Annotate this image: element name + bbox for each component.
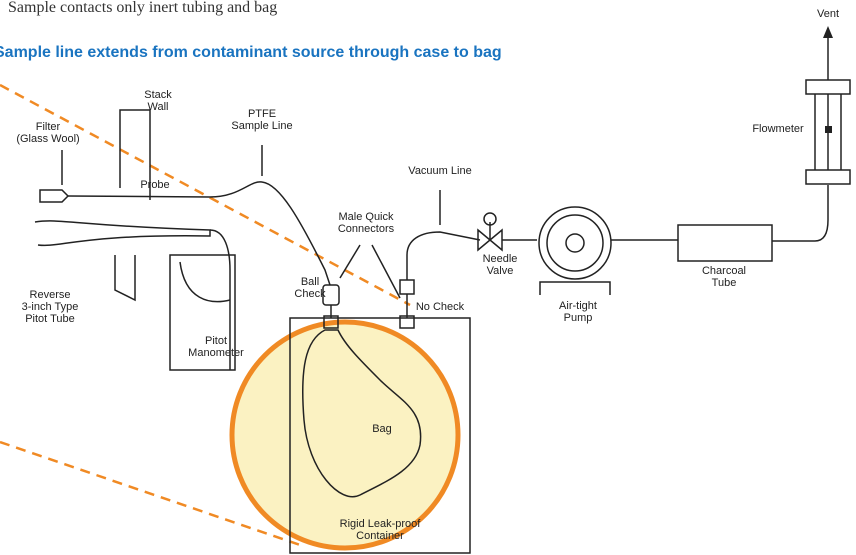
label: Charcoal — [702, 265, 746, 277]
note: Sample contacts only inert tubing and ba… — [8, 0, 277, 16]
label: Probe — [140, 179, 169, 191]
label: Needle — [483, 253, 518, 265]
label: Vacuum Line — [408, 165, 471, 177]
label: PTFE — [248, 108, 276, 120]
label: Vent — [817, 8, 839, 20]
label: Pump — [564, 312, 593, 324]
label: Air-tight — [559, 300, 597, 312]
label: Pitot Tube — [25, 313, 75, 325]
pointer-line — [0, 85, 410, 305]
label: Ball — [301, 276, 319, 288]
label: 3-inch Type — [22, 301, 79, 313]
label: Check — [294, 288, 326, 300]
label: Container — [356, 530, 404, 542]
label: Reverse — [30, 289, 71, 301]
title: Sample line extends from contaminant sou… — [0, 44, 502, 61]
label: Pitot — [205, 335, 227, 347]
label: Wall — [148, 101, 169, 113]
label: Male Quick — [338, 211, 394, 223]
label: Rigid Leak-proof — [340, 518, 422, 530]
label: No Check — [416, 301, 465, 313]
label: Connectors — [338, 223, 395, 235]
label: Filter — [36, 121, 61, 133]
label: Tube — [712, 277, 737, 289]
label: Bag — [372, 423, 392, 435]
label: Sample Line — [231, 120, 292, 132]
label: Stack — [144, 89, 172, 101]
highlight-circle — [232, 322, 458, 548]
label: Flowmeter — [752, 123, 804, 135]
label: (Glass Wool) — [16, 133, 79, 145]
diagram: Sample contacts only inert tubing and ba… — [0, 0, 856, 555]
label: Valve — [487, 265, 514, 277]
label: Manometer — [188, 347, 244, 359]
